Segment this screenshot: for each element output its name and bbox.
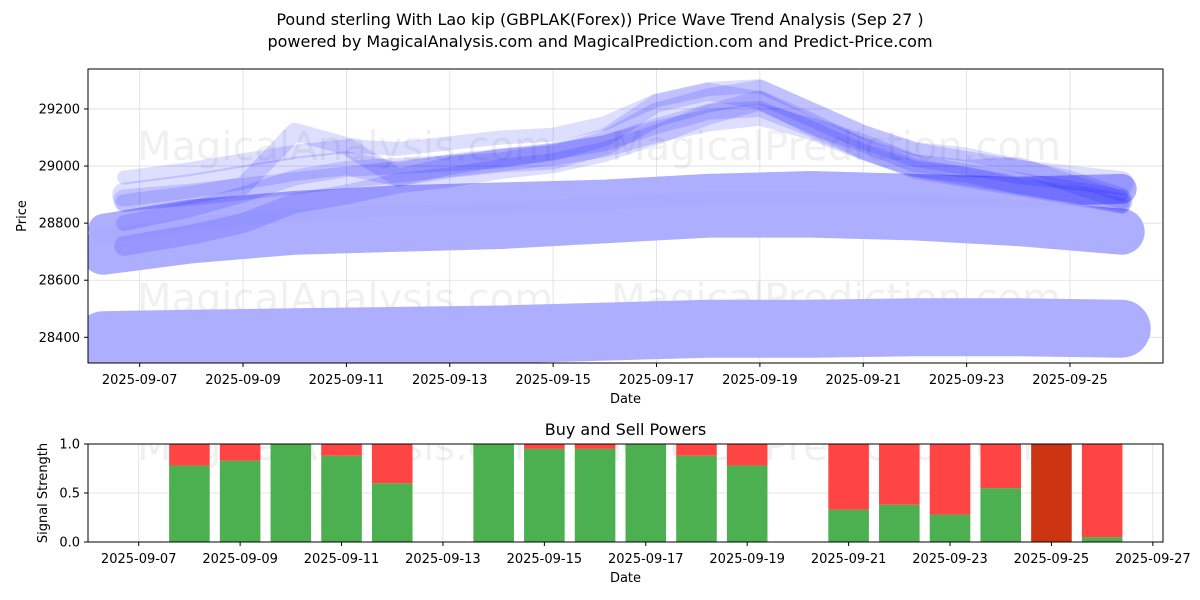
signal-x-tick-label: 2025-09-11 xyxy=(304,552,380,567)
buy-power-bar xyxy=(169,465,210,542)
signal-x-tick-label: 2025-09-07 xyxy=(101,552,177,567)
price-y-tick-label: 29000 xyxy=(39,160,80,175)
price-y-tick-label: 28400 xyxy=(39,331,80,346)
sell-power-bar xyxy=(980,444,1022,489)
buy-power-bar xyxy=(828,509,869,542)
price-y-axis-label: Price xyxy=(15,200,30,232)
sell-power-bar xyxy=(879,444,920,505)
price-wave-line xyxy=(117,79,1129,202)
sell-power-bar xyxy=(1031,444,1072,542)
price-x-tick-label: 2025-09-23 xyxy=(929,373,1005,388)
buy-power-bar xyxy=(321,455,362,542)
sell-power-bar xyxy=(1081,444,1123,538)
signal-x-tick-label: 2025-09-19 xyxy=(709,552,785,567)
signal-y-tick-label: 1.0 xyxy=(59,438,80,453)
sell-power-bar xyxy=(169,444,210,466)
buy-power-bar xyxy=(219,460,261,542)
chart-title: Pound sterling With Lao kip (GBPLAK(Fore… xyxy=(276,10,924,29)
buy-power-bar xyxy=(929,514,971,542)
price-y-tick-label: 29200 xyxy=(39,102,80,117)
buy-power-bar xyxy=(524,448,565,542)
signal-x-tick-label: 2025-09-15 xyxy=(507,552,583,567)
price-band-2 xyxy=(88,191,1145,275)
sell-power-bar xyxy=(371,444,413,484)
sell-power-bar xyxy=(828,444,869,510)
signal-y-tick-label: 0.0 xyxy=(59,536,80,551)
price-x-tick-label: 2025-09-13 xyxy=(412,373,488,388)
sell-power-bar xyxy=(524,444,565,449)
sell-power-bar xyxy=(726,444,768,466)
price-wave-line xyxy=(115,82,1131,213)
sell-power-bar xyxy=(676,444,717,456)
signal-x-tick-label: 2025-09-23 xyxy=(912,552,988,567)
signal-x-tick-label: 2025-09-21 xyxy=(811,552,887,567)
signal-x-tick-label: 2025-09-13 xyxy=(405,552,481,567)
price-band-3 xyxy=(88,171,1137,244)
price-y-tick-label: 28800 xyxy=(39,217,80,232)
buy-power-bar xyxy=(574,448,616,542)
price-x-tick-label: 2025-09-09 xyxy=(205,373,281,388)
buy-power-bar xyxy=(879,504,920,542)
price-wave-line xyxy=(113,103,1133,212)
signal-y-axis-label: Signal Strength xyxy=(36,443,51,543)
price-x-tick-label: 2025-09-25 xyxy=(1032,373,1108,388)
price-x-tick-label: 2025-09-07 xyxy=(102,373,178,388)
signal-x-tick-label: 2025-09-27 xyxy=(1115,552,1191,567)
price-x-tick-label: 2025-09-17 xyxy=(619,373,695,388)
chart-subtitle: powered by MagicalAnalysis.com and Magic… xyxy=(267,32,933,51)
buy-power-bar xyxy=(270,444,312,542)
price-plot-area: MagicalAnalysis.com MagicalPrediction.com… xyxy=(88,69,1163,363)
signal-x-tick-label: 2025-09-25 xyxy=(1014,552,1090,567)
watermark-text: MagicalPrediction.com xyxy=(611,124,1061,170)
signal-x-axis-label: Date xyxy=(610,571,641,586)
price-x-tick-label: 2025-09-15 xyxy=(515,373,591,388)
buy-power-bar xyxy=(676,455,717,542)
buy-power-bar xyxy=(1081,537,1123,542)
price-x-tick-label: 2025-09-21 xyxy=(825,373,901,388)
signal-chart-title: Buy and Sell Powers xyxy=(545,420,707,439)
sell-power-bar xyxy=(321,444,362,456)
price-wave-line xyxy=(112,79,1134,207)
buy-power-bar xyxy=(625,444,667,542)
price-axes-frame xyxy=(87,68,1164,364)
price-x-axis-label: Date xyxy=(610,392,641,407)
signal-y-tick-label: 0.5 xyxy=(59,487,80,502)
sell-power-bar xyxy=(929,444,971,515)
signal-x-tick-label: 2025-09-09 xyxy=(202,552,278,567)
price-wave-line xyxy=(114,90,1132,256)
buy-power-bar xyxy=(726,465,768,542)
buy-power-bar xyxy=(473,444,514,542)
price-y-tick-label: 28600 xyxy=(39,274,80,289)
sell-power-bar xyxy=(574,444,616,449)
price-band-1 xyxy=(88,298,1151,363)
buy-power-bar xyxy=(980,488,1022,542)
watermark-text: MagicalAnalysis.com xyxy=(137,124,553,170)
price-x-tick-label: 2025-09-19 xyxy=(722,373,798,388)
buy-power-bar xyxy=(371,483,413,542)
price-x-tick-label: 2025-09-11 xyxy=(309,373,385,388)
price-wave-line xyxy=(116,101,1130,232)
sell-power-bar xyxy=(219,444,261,461)
signal-x-tick-label: 2025-09-17 xyxy=(608,552,684,567)
